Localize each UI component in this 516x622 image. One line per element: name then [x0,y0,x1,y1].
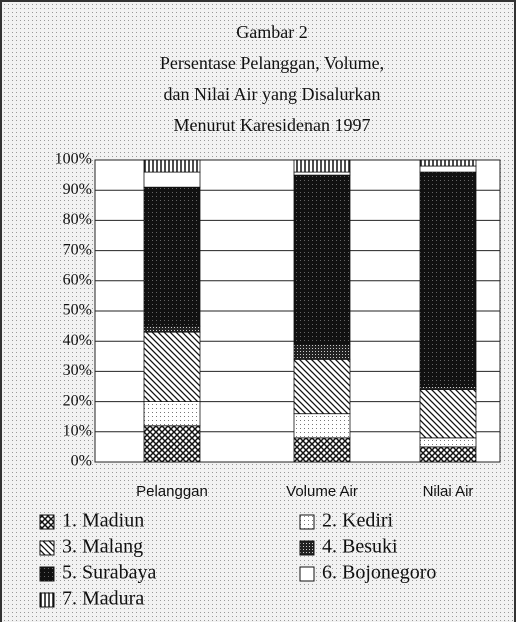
legend-swatch [39,540,55,556]
y-tick-label: 20% [63,392,92,409]
bar-segment [143,331,201,403]
bar-segment [419,389,477,439]
legend-label: 6. Bojonegoro [322,562,436,584]
bar-segment [419,437,477,448]
y-tick-label: 80% [63,211,92,228]
bar-segment [143,159,201,173]
legend-swatch [299,514,315,530]
chart-title: Menurut Karesidenan 1997 [174,115,371,135]
y-tick-label: 60% [63,271,92,288]
y-tick-label: 70% [63,241,92,258]
chart-title: dan Nilai Air yang Disalurkan [164,84,381,104]
legend-label: 3. Malang [62,536,143,558]
bar-segment [419,386,477,390]
bar-segment [293,437,351,463]
bars: Pelanggan Volume Air Nilai Air [136,159,477,500]
bar-segment [143,425,201,463]
legend-label: 7. Madura [62,588,144,610]
bar-segment [293,159,351,173]
legend-swatch [299,566,315,582]
chart-title: Gambar 2 [236,22,307,42]
bar-segment [293,171,351,176]
legend-swatch [299,540,315,556]
y-tick-label: 90% [63,181,92,198]
chart-title: Persentase Pelanggan, Volume, [160,53,384,73]
legend-swatch [39,566,55,582]
y-tick-label: 40% [63,332,92,349]
legend-swatch [39,514,55,530]
bar-segment [419,165,477,173]
bar-segment [419,159,477,167]
x-tick-label: Pelanggan [136,483,208,500]
bar-segment [419,171,477,387]
y-tick-label: 10% [63,422,92,439]
bar-segment [293,413,351,439]
x-tick-label: Nilai Air [423,483,474,500]
legend: 1. Madiun 2. Kediri 3. Malang 4. Besuki 5. S… [39,510,436,610]
title-block: Gambar 2 Persentase Pelanggan, Volume, dan… [160,22,384,135]
x-tick-label: Volume Air [286,483,358,500]
bar-segment [143,171,201,188]
bar-segment [143,401,201,427]
bar-segment [143,325,201,333]
bar-segment [419,446,477,463]
y-tick-label: 100% [55,151,92,168]
y-tick-label: 30% [63,362,92,379]
y-tick-label: 50% [63,302,92,319]
y-tick-label: 0% [71,453,92,470]
bar-segment [143,186,201,327]
legend-label: 1. Madiun [62,510,144,532]
legend-swatch [39,592,55,608]
legend-label: 4. Besuki [322,536,398,558]
bar-segment [293,358,351,415]
legend-label: 5. Surabaya [62,562,157,584]
bar-segment [293,174,351,345]
bar-segment [293,343,351,360]
legend-label: 2. Kediri [322,510,394,532]
